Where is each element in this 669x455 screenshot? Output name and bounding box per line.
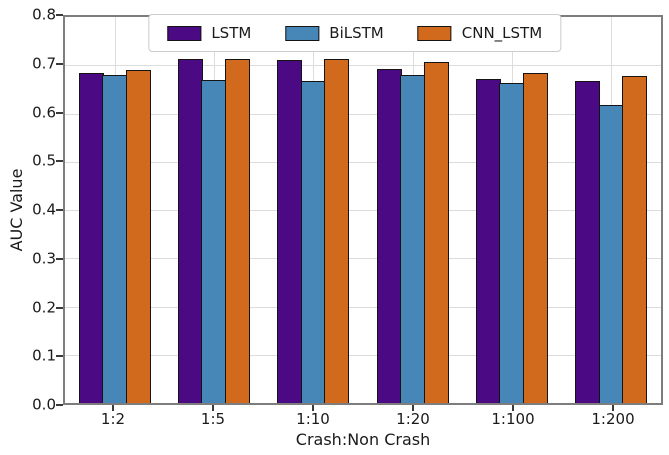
legend-swatch-lstm bbox=[167, 25, 202, 41]
bar-cnn_lstm-1-200 bbox=[622, 75, 648, 403]
x-tick-mark bbox=[612, 405, 614, 411]
x-tick-mark bbox=[312, 405, 314, 411]
x-tick-mark bbox=[412, 405, 414, 411]
h-gridline bbox=[65, 161, 661, 163]
bar-cnn_lstm-1-2 bbox=[125, 70, 151, 403]
bar-group-1-100 bbox=[462, 17, 561, 403]
bar-group-1-20 bbox=[363, 17, 462, 403]
x-tick-label: 1:5 bbox=[200, 410, 226, 428]
bar-group-1-5 bbox=[164, 17, 263, 403]
h-gridline bbox=[65, 113, 661, 115]
bar-lstm-1-5 bbox=[178, 59, 204, 403]
bar-bilstm-1-2 bbox=[102, 74, 128, 403]
x-tick-label: 1:100 bbox=[491, 410, 535, 428]
y-tick-mark bbox=[56, 160, 63, 163]
x-axis-title: Crash:Non Crash bbox=[295, 430, 431, 449]
bar-bilstm-1-10 bbox=[300, 80, 326, 403]
bar-bilstm-1-20 bbox=[400, 74, 426, 403]
x-tick-mark bbox=[212, 405, 214, 411]
bar-lstm-1-2 bbox=[78, 72, 104, 403]
h-gridline bbox=[65, 65, 661, 67]
bar-lstm-1-200 bbox=[575, 81, 601, 403]
legend-label: BiLSTM bbox=[329, 24, 384, 42]
plot-area: LSTM BiLSTM CNN_LSTM bbox=[63, 14, 663, 405]
bar-lstm-1-10 bbox=[277, 60, 303, 403]
legend-item-bilstm: BiLSTM bbox=[285, 24, 384, 42]
y-tick-mark bbox=[56, 209, 63, 211]
y-tick-label: 0.5 bbox=[32, 151, 56, 170]
bar-group-1-200 bbox=[562, 17, 661, 403]
bar-cnn_lstm-1-5 bbox=[224, 59, 250, 403]
y-tick-mark bbox=[56, 306, 63, 309]
x-tick-label: 1:10 bbox=[296, 410, 330, 428]
y-tick-mark bbox=[56, 62, 63, 65]
bar-bilstm-1-5 bbox=[201, 79, 227, 403]
bar-group-1-2 bbox=[65, 17, 164, 403]
y-tick-mark bbox=[56, 355, 63, 358]
legend-swatch-cnn_lstm bbox=[417, 25, 452, 41]
bar-lstm-1-20 bbox=[376, 68, 402, 403]
legend-swatch-bilstm bbox=[285, 25, 320, 41]
x-tick-mark bbox=[512, 405, 514, 411]
h-gridline bbox=[65, 354, 661, 356]
y-tick-mark bbox=[56, 14, 63, 16]
legend-item-lstm: LSTM bbox=[167, 24, 251, 42]
y-tick-mark bbox=[56, 111, 63, 114]
legend-label: LSTM bbox=[211, 24, 252, 42]
x-tick-mark bbox=[112, 405, 114, 411]
y-tick-label: 0.6 bbox=[32, 103, 56, 121]
y-tick-label: 0.4 bbox=[32, 200, 56, 219]
h-gridline bbox=[65, 306, 661, 308]
bar-group-1-10 bbox=[264, 17, 363, 403]
y-tick-mark bbox=[56, 257, 63, 260]
y-tick-label: 0.0 bbox=[32, 395, 56, 414]
y-tick-mark bbox=[56, 404, 63, 406]
y-tick-label: 0.1 bbox=[32, 346, 56, 365]
bar-cnn_lstm-1-10 bbox=[324, 59, 350, 403]
x-tick-label: 1:2 bbox=[100, 410, 126, 428]
bar-cnn_lstm-1-100 bbox=[522, 72, 548, 403]
bar-lstm-1-100 bbox=[476, 78, 502, 403]
h-gridline bbox=[65, 258, 661, 260]
x-tick-label: 1:20 bbox=[396, 410, 430, 428]
y-tick-label: 0.3 bbox=[32, 249, 56, 268]
legend: LSTM BiLSTM CNN_LSTM bbox=[148, 14, 562, 52]
y-tick-label: 0.8 bbox=[32, 5, 56, 24]
legend-item-cnn_lstm: CNN_LSTM bbox=[417, 24, 543, 42]
bar-bilstm-1-200 bbox=[598, 105, 624, 403]
h-gridline bbox=[65, 210, 661, 211]
bar-bilstm-1-100 bbox=[499, 83, 525, 403]
x-tick-label: 1:200 bbox=[591, 410, 635, 428]
bar-cnn_lstm-1-20 bbox=[423, 61, 449, 403]
y-tick-label: 0.7 bbox=[32, 54, 56, 73]
legend-label: CNN_LSTM bbox=[461, 24, 543, 42]
y-tick-label: 0.2 bbox=[32, 298, 56, 316]
